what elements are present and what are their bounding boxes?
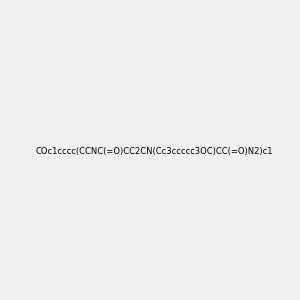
- Text: COc1cccc(CCNC(=O)CC2CN(Cc3ccccc3OC)CC(=O)N2)c1: COc1cccc(CCNC(=O)CC2CN(Cc3ccccc3OC)CC(=O…: [35, 147, 272, 156]
